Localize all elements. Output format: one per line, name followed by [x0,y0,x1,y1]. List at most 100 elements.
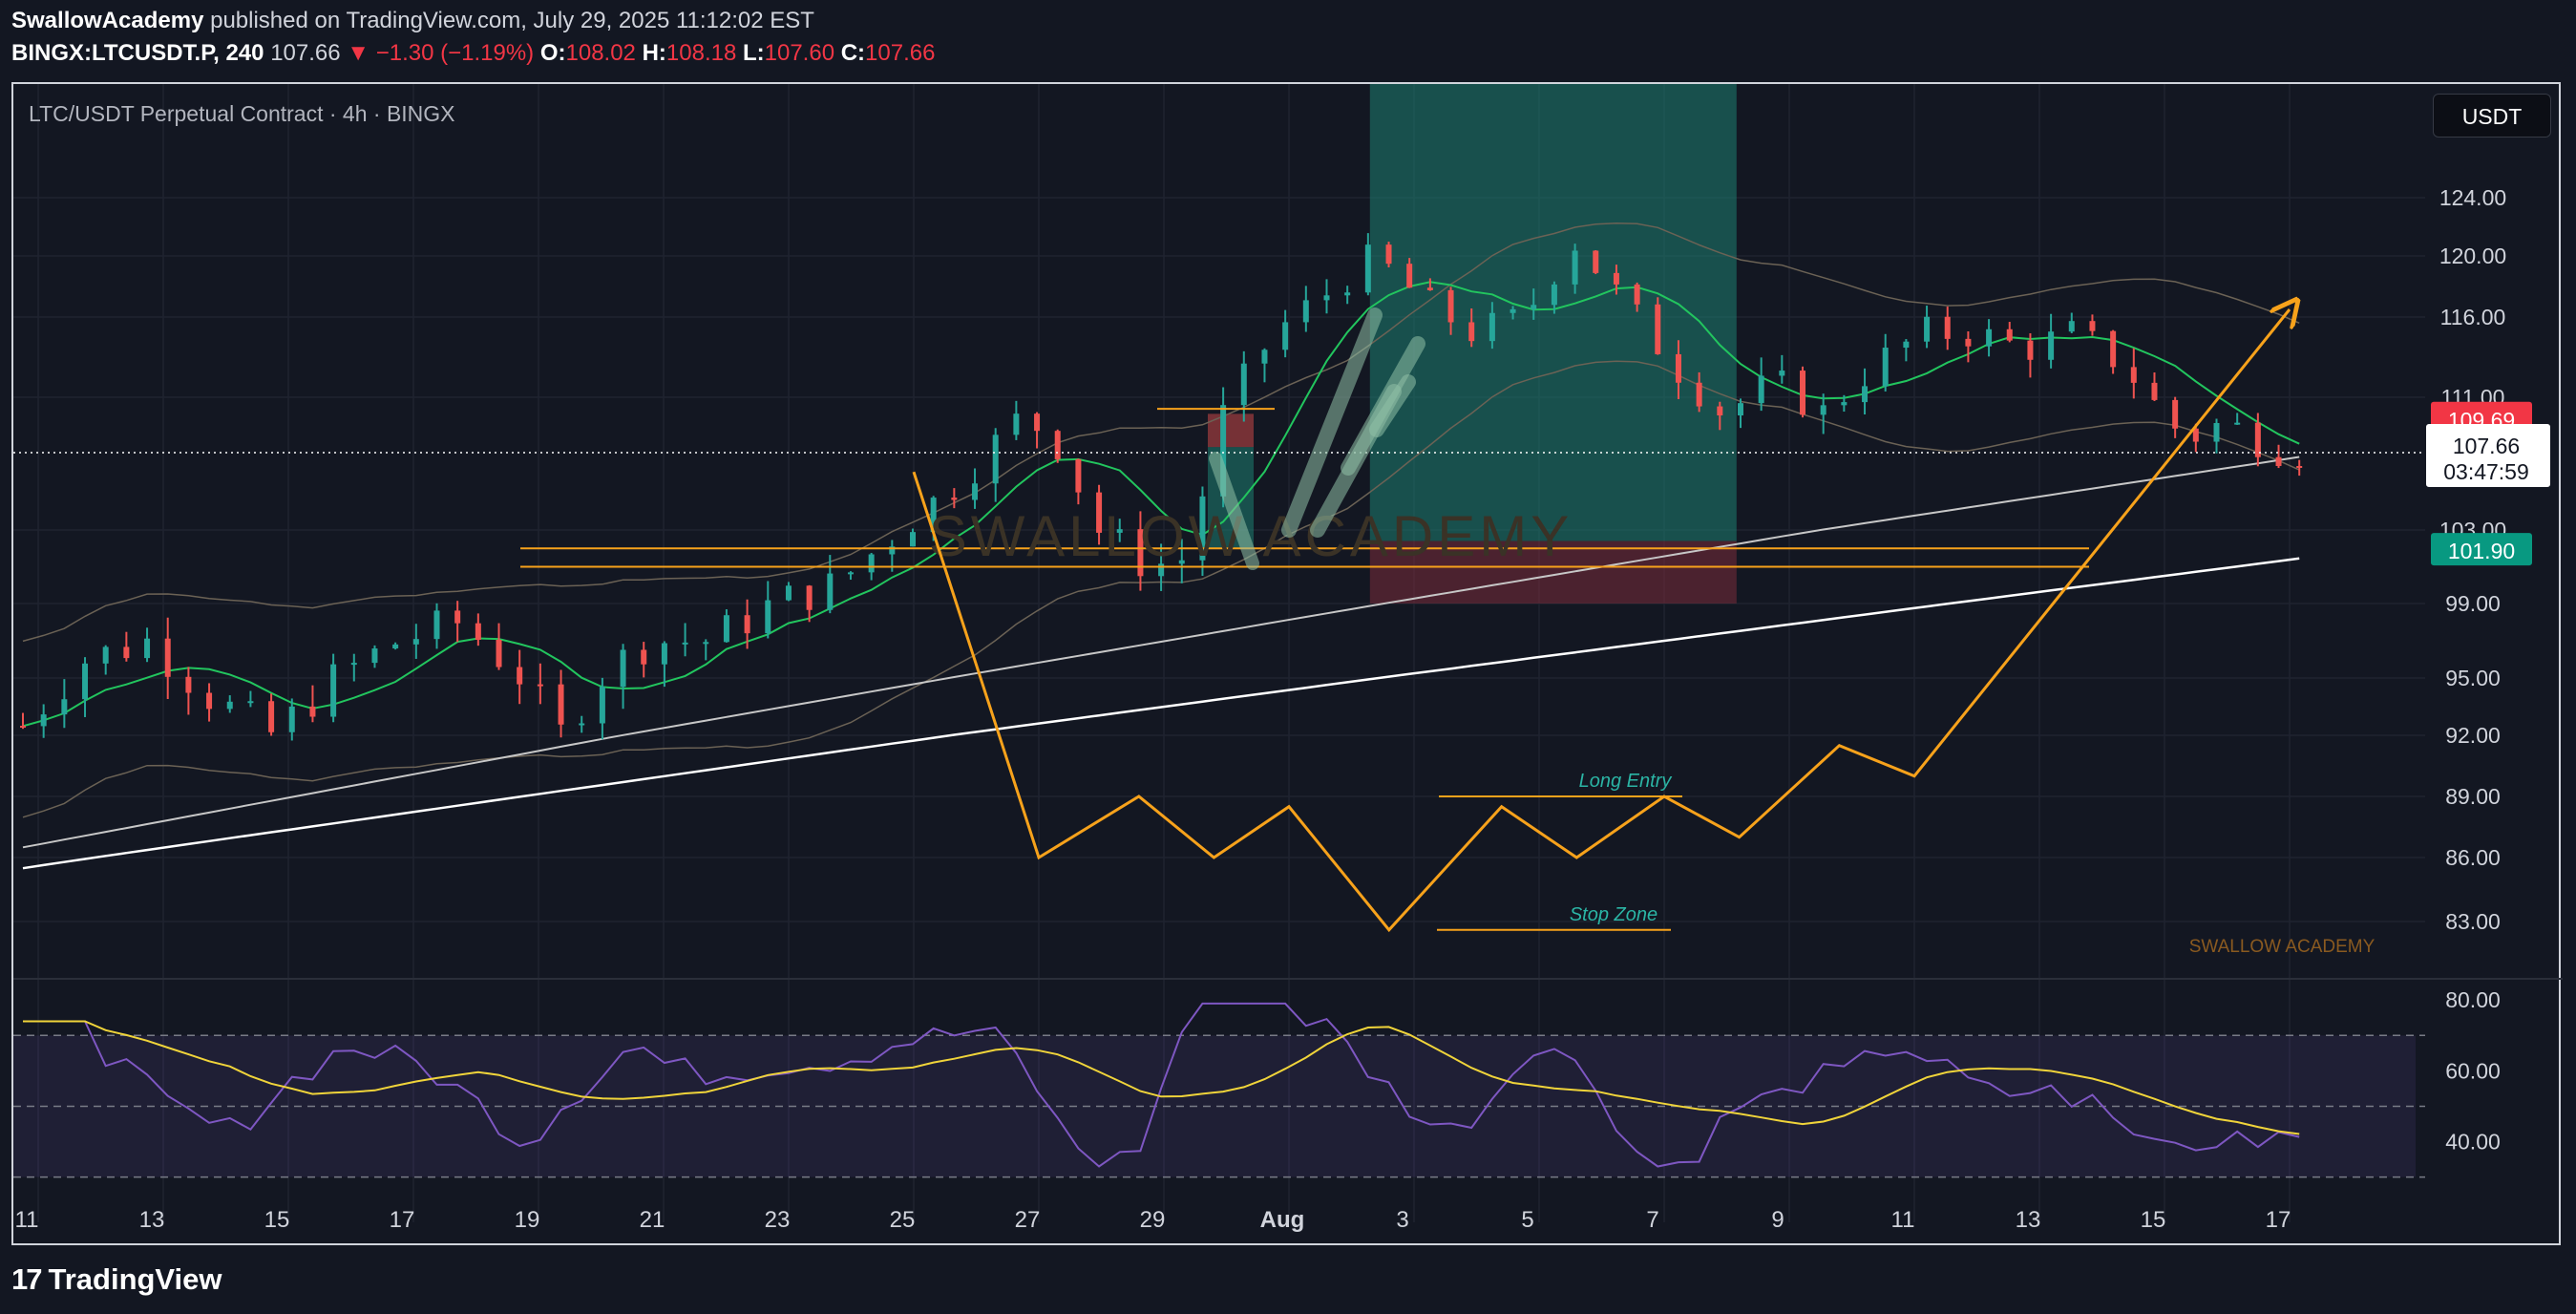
candle [1489,302,1495,350]
x-tick-label: 15 [2141,1207,2166,1233]
candle [2275,444,2282,469]
candle-body [806,585,813,610]
price-tag-lower-label: 101.90 [2448,539,2515,563]
candle [288,698,295,741]
candle-body [1800,371,1806,415]
candle [102,645,109,675]
candle [1344,286,1351,305]
candle-body [1199,496,1206,561]
y-tick-label: 116.00 [2440,305,2506,329]
candle [1696,371,1702,413]
candle-body [1385,244,1392,265]
candle [82,657,89,717]
y-tick-label: 83.00 [2445,909,2501,934]
candle [2254,413,2261,467]
candle-body [661,643,667,665]
candle-body [1075,458,1082,493]
candle-body [910,532,917,547]
candle [1240,350,1247,422]
candle [206,683,213,722]
candle-body [1882,348,1889,387]
candle-body [102,646,109,664]
candle [1737,398,1743,429]
symbol-name[interactable]: BINGX:LTCUSDT.P, 240 [11,40,264,66]
candle [579,715,585,733]
candle [1862,368,1869,414]
candle [1675,340,1681,399]
candle-body [537,684,543,687]
candle [1944,307,1951,350]
symbol-line: BINGX:LTCUSDT.P, 240 107.66 ▼ −1.30 (−1.… [11,40,935,67]
candle-body [1696,382,1702,407]
tradingview-logo-icon: 17 [11,1262,43,1296]
x-tick-label: 13 [139,1207,165,1233]
candle-body [1013,413,1020,435]
candle-body [61,699,68,715]
candle [1572,244,1578,294]
candle-body [1737,403,1743,416]
candle-body [2089,321,2096,331]
x-tick-label: 9 [1771,1207,1784,1233]
close-value: 107.66 [865,40,936,66]
candle [2006,322,2013,343]
countdown-label: 03:47:59 [2443,459,2529,484]
x-tick-label: 3 [1396,1207,1408,1233]
candle [703,639,709,661]
x-tick-label: 11 [1891,1207,1915,1233]
candle [2110,329,2117,374]
candle-body [2006,328,2013,341]
candle-body [2275,456,2282,466]
candle [20,712,26,730]
rsi-y-tick-label: 40.00 [2445,1130,2501,1155]
candle [1655,297,1661,355]
stop-zone[interactable] [1369,540,1737,604]
currency-button[interactable]: USDT [2433,94,2551,138]
candle-body [1323,295,1330,301]
projection-path[interactable] [912,309,2290,933]
candle-body [82,663,89,700]
candle-body [1634,284,1640,305]
annotation-label: Stop Zone [1570,904,1658,925]
candle [723,609,729,643]
tradingview-logo[interactable]: 17 TradingView [11,1262,222,1297]
candle [1178,539,1185,583]
candle-body [226,701,233,710]
x-tick-label: 13 [2016,1207,2041,1233]
candle [2172,396,2179,438]
target-zone[interactable] [1369,84,1737,541]
candle-body [641,649,647,665]
price-tag-current [2426,424,2550,488]
candle [2151,371,2158,401]
high-label: H: [642,40,666,66]
candle [765,581,771,639]
candle [2130,348,2137,399]
candle [1820,393,1826,434]
candle [1924,306,1931,349]
candle [61,679,68,729]
candle-body [1240,363,1247,406]
annotation-label: Long Entry [1579,771,1673,792]
x-tick-label: 5 [1521,1207,1533,1233]
candle-body [1841,402,1848,406]
candle [951,488,958,509]
candle [1426,278,1433,291]
change-arrow-icon: ▼ [347,40,370,66]
x-tick-label: 19 [515,1207,540,1233]
candle [1903,339,1910,362]
rsi-y-tick-label: 60.00 [2445,1058,2501,1083]
candle [1800,366,1806,418]
candle [1302,286,1309,332]
bounce-arrow-icon [1369,374,1416,437]
candle [2234,413,2241,425]
candle [1261,348,1268,383]
candle-body [765,600,771,634]
chart-legend-title[interactable]: LTC/USDT Perpetual Contract · 4h · BINGX [29,101,455,126]
candle [827,555,834,614]
candle-body [2130,367,2137,383]
candle [641,642,647,678]
author-name[interactable]: SwallowAcademy [11,8,204,33]
candle-body [744,615,750,634]
candle [2068,312,2075,333]
candle-body [1302,300,1309,323]
